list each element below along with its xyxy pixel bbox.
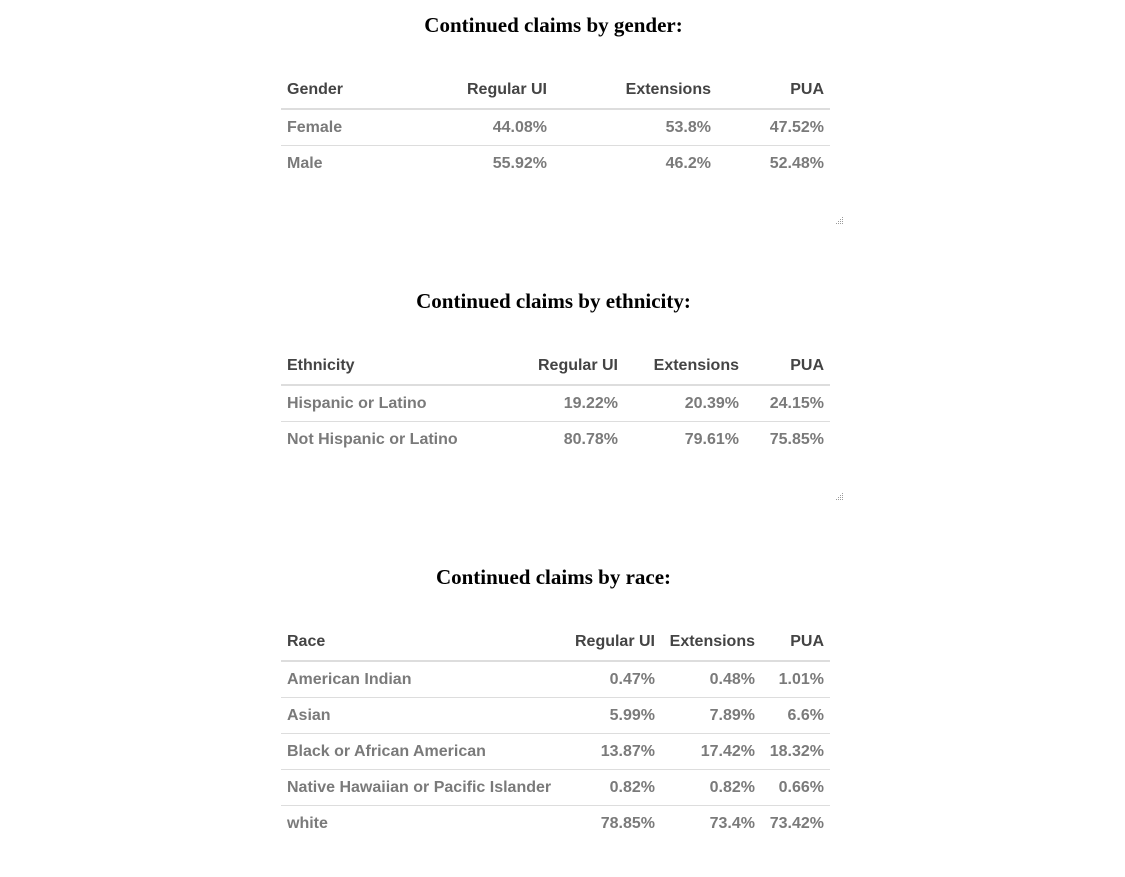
row-label: Native Hawaiian or Pacific Islander	[281, 769, 561, 806]
table-cell: 20.39%	[684, 394, 739, 412]
column-header: Ethnicity	[281, 348, 525, 386]
ethnicity-table: Ethnicity Regular UI Extensions PUA Hisp…	[281, 348, 830, 457]
row-label: Not Hispanic or Latino	[281, 421, 525, 457]
row-label: Female	[287, 118, 343, 136]
table-header-row: Race Regular UI Extensions PUA	[281, 624, 830, 662]
table-cell: 73.42%	[761, 805, 830, 841]
row-label: white	[281, 805, 561, 841]
table-cell: 5.99%	[561, 697, 661, 734]
table-cell: 1.01%	[778, 670, 824, 688]
column-header: Gender	[281, 72, 404, 110]
table-cell: 55.92%	[404, 145, 553, 181]
table-cell: 18.32%	[761, 733, 830, 770]
column-header: Regular UI	[404, 72, 553, 110]
table-cell: 0.48%	[709, 670, 755, 688]
column-header: Extensions	[553, 72, 717, 110]
table-cell: 52.48%	[717, 145, 830, 181]
table-row: Female 44.08% 53.8% 47.52%	[281, 109, 830, 146]
row-label: Male	[281, 145, 404, 181]
column-header: Extensions	[661, 624, 761, 662]
gender-table: Gender Regular UI Extensions PUA Female …	[281, 72, 830, 181]
table-cell: 13.87%	[561, 733, 661, 770]
column-header: PUA	[761, 624, 830, 662]
table-cell: 0.66%	[761, 769, 830, 806]
table-row: American Indian 0.47% 0.48% 1.01%	[281, 661, 830, 698]
column-header: Regular UI	[525, 348, 624, 386]
table-cell: 0.82%	[561, 769, 661, 806]
table-row: Native Hawaiian or Pacific Islander 0.82…	[281, 769, 830, 806]
table-cell: 44.08%	[492, 118, 547, 136]
table-row: Hispanic or Latino 19.22% 20.39% 24.15%	[281, 385, 830, 422]
table-header-row: Gender Regular UI Extensions PUA	[281, 72, 830, 110]
row-label: Black or African American	[281, 733, 561, 770]
column-header: PUA	[717, 72, 830, 110]
table-cell: 6.6%	[761, 697, 830, 734]
table-cell: 73.4%	[661, 805, 761, 841]
row-label: Hispanic or Latino	[287, 394, 427, 412]
table-row: Black or African American 13.87% 17.42% …	[281, 733, 830, 770]
column-header: Race	[281, 624, 561, 662]
table-cell: 0.82%	[661, 769, 761, 806]
table-row: Not Hispanic or Latino 80.78% 79.61% 75.…	[281, 421, 830, 457]
table-cell: 80.78%	[525, 421, 624, 457]
resize-grip-icon[interactable]	[834, 215, 844, 225]
table-cell: 19.22%	[563, 394, 618, 412]
table-cell: 79.61%	[624, 421, 745, 457]
table-cell: 7.89%	[661, 697, 761, 734]
column-header: Regular UI	[561, 624, 661, 662]
table-cell: 17.42%	[661, 733, 761, 770]
table-cell: 24.15%	[769, 394, 824, 412]
table-row: Asian 5.99% 7.89% 6.6%	[281, 697, 830, 734]
table-cell: 75.85%	[745, 421, 830, 457]
column-header: PUA	[745, 348, 830, 386]
table-header-row: Ethnicity Regular UI Extensions PUA	[281, 348, 830, 386]
table-cell: 78.85%	[561, 805, 661, 841]
gender-section-title: Continued claims by gender:	[424, 13, 683, 37]
table-row: Male 55.92% 46.2% 52.48%	[281, 145, 830, 181]
race-table: Race Regular UI Extensions PUA American …	[281, 624, 830, 841]
table-cell: 46.2%	[553, 145, 717, 181]
ethnicity-section-title: Continued claims by ethnicity:	[416, 289, 691, 313]
table-cell: 53.8%	[665, 118, 711, 136]
table-cell: 47.52%	[769, 118, 824, 136]
table-row: white 78.85% 73.4% 73.42%	[281, 805, 830, 841]
row-label: American Indian	[287, 670, 412, 688]
resize-grip-icon[interactable]	[834, 491, 844, 501]
column-header: Extensions	[624, 348, 745, 386]
race-section-title: Continued claims by race:	[435, 565, 672, 589]
row-label: Asian	[281, 697, 561, 734]
table-cell: 0.47%	[609, 670, 655, 688]
